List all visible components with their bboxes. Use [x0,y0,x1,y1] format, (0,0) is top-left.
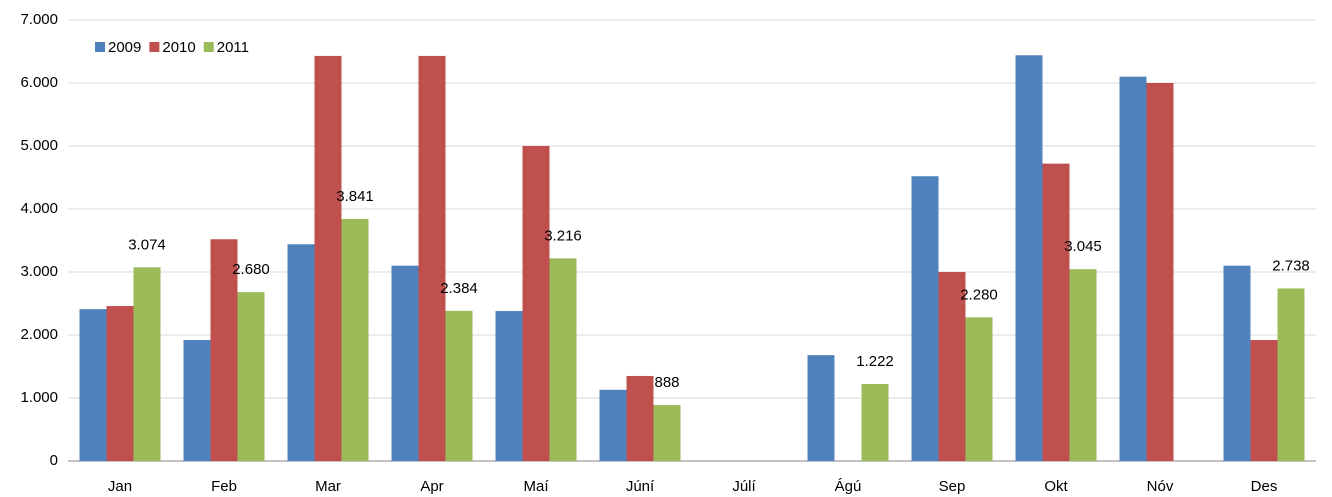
data-label: 1.222 [856,353,894,370]
data-label: 3.045 [1064,238,1102,255]
legend-swatch [95,42,105,52]
data-label: 2.280 [960,286,998,303]
x-tick-label: Des [1251,478,1278,495]
x-tick-label: Júní [626,478,655,495]
bar [1250,340,1278,461]
x-tick-label: Mar [315,478,341,495]
bar [1042,163,1070,461]
data-label: 3.216 [544,227,582,244]
x-tick-label: Okt [1044,478,1068,495]
bar [626,375,654,461]
bar [314,55,342,461]
legend-label: 2010 [162,39,195,56]
bar [106,306,134,461]
bar [599,389,627,461]
bar [445,310,473,461]
data-label: 2.680 [232,261,270,278]
bar [237,292,265,461]
y-tick-label: 4.000 [20,200,58,217]
y-tick-label: 1.000 [20,389,58,406]
bar [938,272,966,461]
bar [1015,55,1043,461]
bar [1277,288,1305,461]
y-tick-label: 0 [50,452,58,469]
bar [653,405,681,461]
data-label: 3.074 [128,236,166,253]
data-label: 2.738 [1272,257,1310,274]
y-tick-label: 7.000 [20,11,58,28]
bar [1223,265,1251,461]
bar [418,55,446,461]
y-tick-label: 2.000 [20,326,58,343]
y-tick-label: 5.000 [20,137,58,154]
x-tick-label: Nóv [1147,478,1174,495]
x-tick-label: Jan [108,478,132,495]
legend-swatch [149,42,160,52]
legend-swatch [203,42,214,52]
y-tick-label: 6.000 [20,74,58,91]
legend-label: 2009 [108,39,141,56]
bar [1146,83,1174,461]
bar [965,317,993,461]
data-label: 888 [654,374,679,391]
x-tick-label: Júlí [732,478,756,495]
bar [1119,76,1147,461]
bar [287,244,315,461]
bar [391,265,419,461]
legend-label: 2011 [217,39,249,56]
y-tick-label: 3.000 [20,263,58,280]
x-tick-label: Feb [211,478,237,495]
x-tick-label: Sep [939,478,966,495]
bar [549,258,577,461]
bar [210,239,238,461]
data-label: 2.384 [440,280,478,297]
bar [133,267,161,461]
bar [341,219,369,461]
x-tick-label: Ágú [835,478,862,495]
bar [911,176,939,462]
bar [1069,269,1097,461]
bar [861,384,889,461]
x-tick-label: Apr [420,478,443,495]
bar [79,309,107,461]
data-label: 3.841 [336,188,374,205]
bar [495,311,523,461]
bar [807,355,835,461]
bar [183,340,211,461]
x-tick-label: Maí [523,478,549,495]
bar [522,146,550,461]
